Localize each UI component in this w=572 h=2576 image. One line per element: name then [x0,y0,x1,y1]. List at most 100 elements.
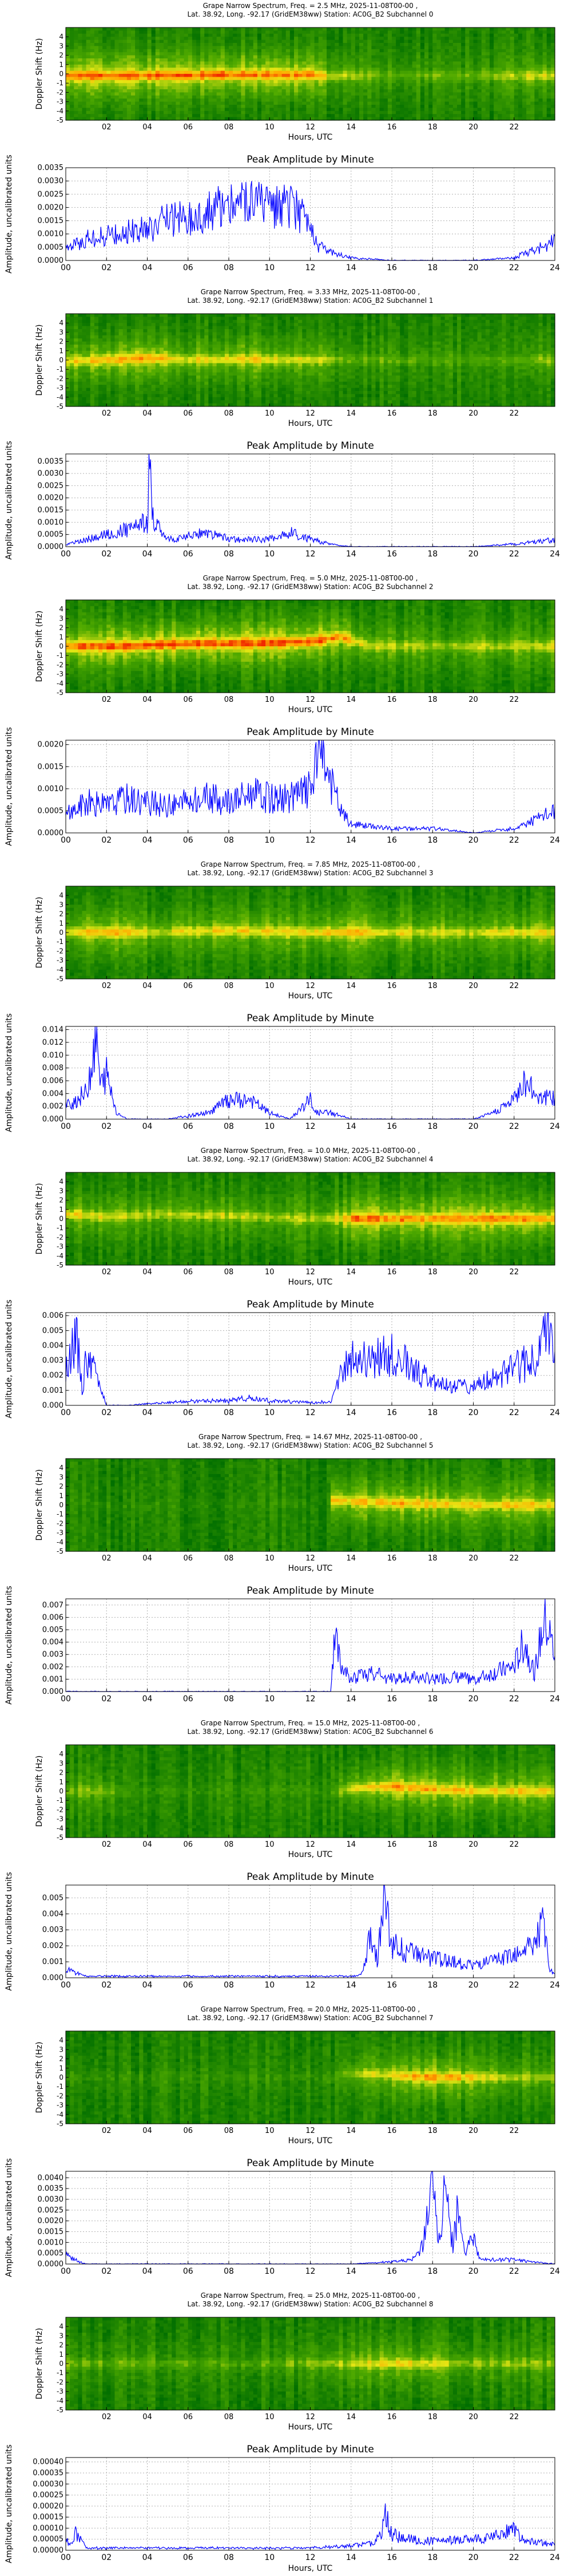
y-tick-label: 1 [59,1206,63,1214]
x-tick-label: 04 [142,2413,152,2421]
x-tick-label: 12 [305,1694,316,1704]
y-tick-label: 4 [59,605,63,613]
y-tick-label: -5 [57,1547,63,1555]
x-tick-label: 06 [183,2413,193,2421]
y-axis-label: Doppler Shift (Hz) [35,2328,44,2400]
x-tick-label: 12 [305,2553,316,2562]
y-tick-label: 0.0020 [38,494,64,503]
x-tick-label: 02 [101,1981,112,1990]
x-tick-label: 04 [142,123,152,132]
y-tick-label: 0.0015 [38,762,64,771]
x-tick-label: 16 [387,1268,397,1277]
x-tick-label: 10 [264,1122,275,1131]
y-tick-label: 0.010 [42,1051,63,1060]
chart-title: Peak Amplitude by Minute [247,1585,374,1597]
x-tick-label: 06 [183,1268,193,1277]
y-tick-label: 0.0015 [38,506,64,515]
x-tick-label: 02 [102,1554,112,1563]
y-tick-label: 4 [59,1178,63,1186]
y-tick-label: -2 [57,661,63,669]
y-tick-label: 1 [59,2064,63,2072]
x-tick-label: 04 [142,409,152,418]
chart-subtitle: Lat. 38.92, Long. -92.17 (GridEM38ww) St… [187,1155,433,1163]
y-axis-label: Amplitude, uncalibrated units [5,1299,14,1419]
y-tick-label: -1 [57,79,63,87]
x-tick-label: 18 [427,550,438,559]
chart-title: Peak Amplitude by Minute [247,2158,374,2169]
x-tick-label: 06 [183,836,193,845]
x-tick-label: 04 [142,2553,153,2562]
x-tick-label: 20 [468,836,479,845]
x-tick-label: 08 [224,2553,234,2562]
y-tick-label: -4 [57,679,63,688]
y-axis-label: Amplitude, uncalibrated units [5,441,14,560]
chart-subtitle: Lat. 38.92, Long. -92.17 (GridEM38ww) St… [187,297,433,305]
x-tick-label: 16 [387,2553,397,2562]
x-tick-label: 16 [387,263,397,272]
x-axis-label: Hours, UTC [288,2564,333,2573]
y-tick-label: 2 [59,1483,63,1491]
y-tick-label: -3 [57,1815,63,1823]
y-tick-label: 0.002 [42,1942,63,1950]
y-tick-label: 3 [59,42,63,50]
x-tick-label: 16 [387,550,397,559]
x-tick-label: 04 [142,1408,153,1417]
x-axis-label: Hours, UTC [288,1278,333,1287]
x-tick-label: 14 [346,409,356,418]
y-tick-label: 0.00005 [33,2535,63,2544]
y-tick-label: 0.0025 [38,481,64,490]
y-tick-label: 4 [59,2322,63,2330]
y-tick-label: 0.0005 [38,2249,64,2258]
x-tick-label: 02 [101,2267,112,2276]
y-tick-label: 0.0030 [38,2195,64,2204]
x-tick-label: 14 [346,1840,356,1849]
chart-subtitle: Lat. 38.92, Long. -92.17 (GridEM38ww) St… [187,1728,433,1736]
x-tick-label: 18 [427,1122,438,1131]
y-tick-label: -5 [57,2120,63,2128]
x-tick-label: 20 [468,2413,478,2421]
x-tick-label: 18 [427,2553,438,2562]
y-tick-label: 0.0025 [38,190,64,199]
y-tick-label: -4 [57,966,63,974]
x-axis-label: Hours, UTC [288,419,333,428]
y-tick-label: -1 [57,1224,63,1232]
y-tick-label: 0.0010 [38,230,64,239]
x-tick-label: 12 [305,2127,315,2135]
x-tick-label: 06 [183,1554,193,1563]
x-tick-label: 22 [509,1408,519,1417]
x-tick-label: 22 [509,1122,519,1131]
chart-title: Peak Amplitude by Minute [247,1299,374,1310]
y-tick-label: 3 [59,614,63,622]
x-axis-label: Hours, UTC [288,2136,333,2146]
x-tick-label: 10 [264,2267,275,2276]
x-tick-label: 22 [509,1268,519,1277]
y-tick-label: 0.0010 [38,2238,64,2247]
chart-title: Peak Amplitude by Minute [247,1013,374,1024]
y-axis-label: Doppler Shift (Hz) [35,1469,44,1541]
y-tick-label: 0.004 [42,1089,63,1098]
x-tick-label: 06 [183,982,193,990]
x-tick-label: 20 [468,2267,479,2276]
x-tick-label: 18 [428,123,438,132]
y-tick-label: 0.0025 [38,2206,64,2215]
x-tick-label: 24 [550,550,560,559]
y-tick-label: 1 [59,919,63,927]
x-tick-label: 22 [509,696,519,704]
y-tick-label: 0.00035 [33,2469,63,2478]
y-tick-label: 3 [59,1187,63,1195]
y-tick-label: 0.005 [42,1326,63,1335]
x-tick-label: 12 [305,123,315,132]
y-tick-label: -4 [57,393,63,401]
y-axis-label: Doppler Shift (Hz) [35,611,44,682]
x-tick-label: 14 [346,836,356,845]
y-tick-label: 0.001 [42,1386,63,1395]
y-tick-label: 0.0015 [38,217,64,226]
y-tick-label: 0.003 [42,1357,63,1365]
chart-title: Grape Narrow Spectrum, Freq. = 7.85 MHz,… [201,860,420,868]
x-tick-label: 02 [101,550,112,559]
y-tick-label: 4 [59,1464,63,1472]
x-tick-label: 02 [102,2127,112,2135]
